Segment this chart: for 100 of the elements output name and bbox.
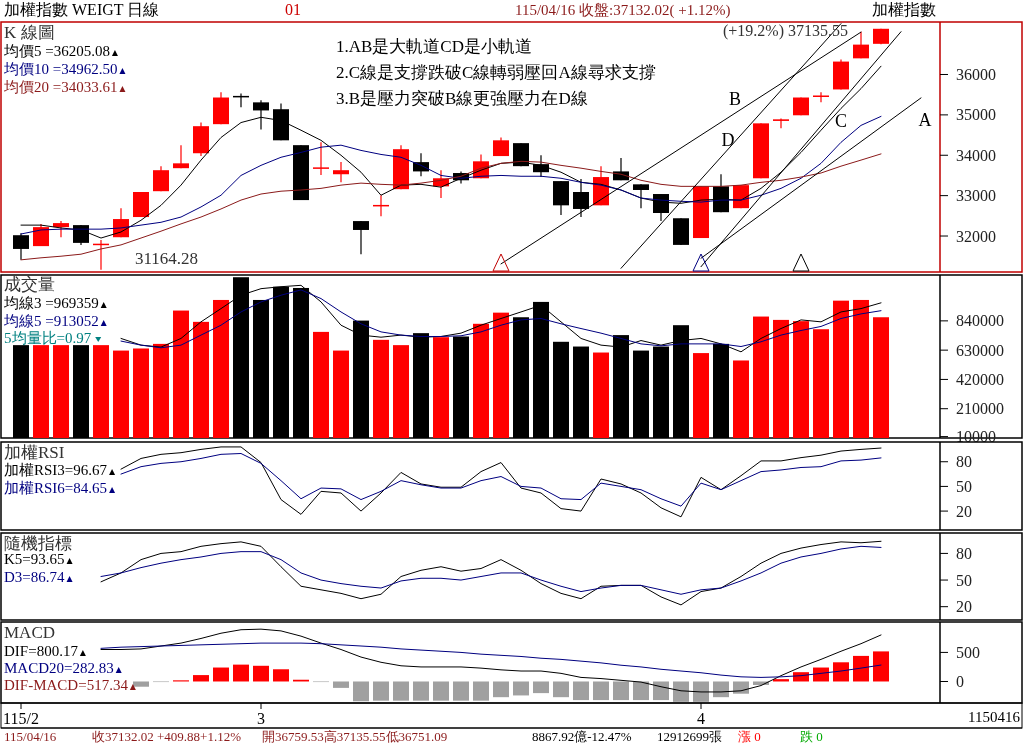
bar [133,348,149,438]
legend-label: DIF=800.17 [4,643,79,659]
bar [653,681,669,701]
chart-title: 加權指數 WEIGT 日線 [4,1,160,18]
bar [233,664,249,682]
candlestick [13,232,29,261]
legend-label: D3=86.74 [4,569,66,585]
bar [533,681,549,694]
text: 收37132.02 +409.88+1.12% [92,729,242,744]
bar [693,353,709,438]
bar [853,299,869,438]
y-tick-label: 50 [956,477,972,495]
bar [333,681,349,688]
bar [733,360,749,438]
legend-label: 均價10 =34962.50 [3,61,118,77]
bar [373,681,389,701]
annotation: 1.AB是大軌道CD是小軌道 [336,37,532,56]
bar [513,681,529,696]
x-tick-label: 3 [257,709,265,727]
series-label: DIF-MACD=517.34 [4,677,129,693]
bar [793,321,809,438]
bar [693,681,709,702]
bar [673,681,689,702]
annotation: 3.B是壓力突破B線更強壓力在D線 [336,89,588,108]
chart-subtitle: K 線圖 [4,23,55,42]
bar [193,675,209,682]
bar [153,343,169,438]
y-tick-label: 210000 [956,400,1004,418]
bar [773,319,789,438]
chart-title: 隨機指標 [4,534,72,553]
bar [873,317,889,438]
bar [313,331,329,438]
bar [53,345,69,438]
legend-label: 均價20 =34033.61 [3,79,118,95]
y-tick-label: 630000 [956,341,1004,359]
annotation: 5均量比=0.97 [4,330,92,346]
bar [453,681,469,701]
candlestick [773,117,789,129]
legend-label: 均線3 =969359 [3,295,99,311]
legend-label: 加權RSI3=96.67 [4,462,108,478]
annotation: B [728,89,742,109]
bar [213,667,229,682]
bar [33,345,49,438]
y-tick-label: 50 [956,571,972,589]
y-tick-label: 35000 [956,106,996,124]
y-tick-label: 840000 [956,312,1004,330]
bar [113,350,129,438]
bar [753,316,769,438]
y-tick-label: 500 [956,643,980,661]
bar [373,339,389,438]
y-tick-label: 36000 [956,66,996,83]
chart-title: MACD [4,623,56,642]
bar [473,681,489,701]
bar [813,329,829,438]
candlestick [333,161,349,183]
y-tick-label: 34000 [956,146,996,164]
bar [213,299,229,438]
bar [393,345,409,438]
bar [393,681,409,701]
line-series [120,453,882,507]
bar [633,681,649,701]
bar [873,651,889,682]
text: 12912699張 [657,729,722,744]
bar [833,662,849,682]
bar [553,681,569,698]
bar [573,681,589,701]
bar [193,321,209,438]
bar [593,681,609,701]
text: 開36759.53高37135.55低36751.09 [262,729,448,744]
text: 01 [285,1,301,18]
y-tick-label: 0 [956,672,964,690]
candlestick [313,141,329,176]
y-tick-label: 20 [956,598,972,616]
chart-title: 加權RSI [4,443,65,462]
legend-label: K5=93.65 [4,551,65,567]
bar [333,350,349,438]
x-tick-label: 4 [697,709,705,727]
legend-label: 均線5 =913052 [3,313,99,329]
candlestick [253,99,269,131]
y-tick-label: 420000 [956,370,1004,388]
text: 115/04/16 收盤:37132.02( +1.12%) [515,2,731,19]
annotation: 2.C線是支撐跌破C線轉弱壓回A線尋求支撐 [336,63,656,82]
bar [413,681,429,701]
y-tick-label: 32000 [956,227,996,245]
text: 跌 0 [800,729,823,744]
x-tick-label: 115/2 [3,709,39,727]
bar [273,669,289,682]
legend-label: 加權RSI6=84.65 [4,480,108,496]
line-series [100,545,882,595]
bar [473,323,489,438]
text: 115/04/16 [4,729,57,744]
bar [93,345,109,438]
line-series [120,446,882,518]
bar [613,681,629,701]
line-series [100,540,882,606]
bar [253,665,269,682]
candlestick [153,165,169,192]
annotation: A [918,110,932,130]
y-tick-label: 20 [956,502,972,520]
text: 1150416 [968,709,1021,725]
